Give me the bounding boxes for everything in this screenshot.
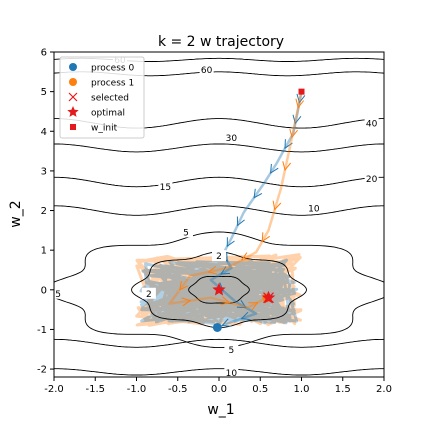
trajectory-arrow [295,98,305,109]
contour-label-bg [364,172,379,184]
trajectory-arrow [270,163,279,174]
x-tick-label: 1.0 [294,384,310,395]
x-tick-label: 0.0 [211,384,227,395]
contour-label: 2 [146,290,152,300]
trajectory-arrow [253,188,263,199]
trajectory-arrow [221,318,232,327]
contour-line [131,251,307,329]
x-tick-label: -2.0 [44,384,64,395]
chart-title: k = 2 w trajectory [158,34,284,50]
contour-line [54,205,384,216]
contour-line [54,143,384,153]
contour-label: 60 [201,66,213,76]
process-1-cloud [135,253,303,327]
x-axis-label: w_1 [207,402,234,418]
trajectory-arrow [236,216,245,227]
optimal-marker [212,282,226,296]
y-tick-label: 5 [41,87,47,98]
y-tick-label: 1 [41,246,47,257]
trajectory-arrow [240,311,251,321]
y-tick-label: -2 [37,365,47,376]
trajectory-arrow [226,237,235,248]
contour-label: 20 [366,175,378,185]
contour-label: 15 [160,183,171,193]
x-tick-label: -1.5 [85,384,105,395]
y-tick-label: 0 [41,285,47,296]
contour-label-bg [224,132,239,144]
contour-label-bg [141,287,156,299]
selected-marker [263,292,274,304]
markers [212,88,305,332]
contour-label-bg [306,202,321,214]
contour-label-bg [224,367,239,379]
contour-label: 40 [366,119,378,129]
x-tick-label: 1.5 [335,384,351,395]
legend-box [59,56,145,139]
x-tick-label: -0.5 [168,384,188,395]
legend-label: process 0 [91,64,134,74]
trajectory-arrow [284,139,293,150]
y-ticks: -2 -1 0 1 2 3 4 5 6 [37,48,54,376]
contour-label-bg [199,63,214,75]
contour-label: 10 [226,369,238,379]
trajectory-arrow [272,200,282,211]
trajectory-arrow [282,161,291,171]
legend-marker [70,124,76,130]
contour-label: 30 [226,134,238,144]
legend-label: optimal [91,109,125,119]
legend-label: selected [91,94,129,104]
trajectory-arrow [220,296,231,305]
contour-line [188,275,250,304]
y-axis-label: w_2 [8,200,24,227]
legend: process 0 process 1 selected optimal w_init [59,56,145,139]
contour-label: 5 [229,346,235,356]
trajectory-arrow [240,252,251,261]
trajectory-arrow [261,232,270,243]
contour-line [54,231,384,349]
trajectory-arrow [292,114,302,125]
legend-marker [67,106,79,117]
trajectory-arrow [181,297,192,307]
trajectory-arrow [248,302,259,311]
x-tick-label: 0.5 [252,384,268,395]
x-tick-label: -1.0 [127,384,147,395]
contour-label-bg [179,226,193,238]
legend-label: process 1 [91,79,134,89]
process-endpoint-marker [212,322,222,332]
trajectory-arrow [179,280,189,291]
contour-label: 5 [183,228,189,238]
trajectory-arrow [296,93,306,104]
contour-label-bg [51,287,66,299]
y-tick-label: 6 [41,48,47,59]
contour-label: 10 [308,205,320,215]
trajectory-arrow [236,299,247,309]
x-ticks: -2.0 -1.5 -1.0 -0.5 0.0 0.5 1.0 1.5 2.0 [44,377,392,395]
trajectory-arrow [289,128,298,139]
y-tick-label: 3 [41,166,47,177]
contour-label-bg [212,250,226,262]
y-tick-label: 4 [41,127,47,138]
x-tick-label: 2.0 [376,384,392,395]
legend-marker [69,63,77,71]
contour-label-bg [158,180,173,192]
contour-label: 2 [216,252,222,262]
trajectory-arrow [207,266,218,275]
contour-label: 5 [55,290,61,300]
contour-label-bg [364,117,379,129]
y-tick-label: -1 [37,325,47,336]
contour-line [54,176,384,188]
trajectory-arrow [220,266,231,275]
w-init-marker [298,88,305,95]
contour-line [54,368,384,376]
legend-label: w_init [91,124,118,134]
contour-line [54,338,384,348]
contour-label-bg [224,344,239,356]
legend-marker [68,92,78,102]
y-tick-label: 2 [41,206,47,217]
legend-marker [69,78,77,86]
